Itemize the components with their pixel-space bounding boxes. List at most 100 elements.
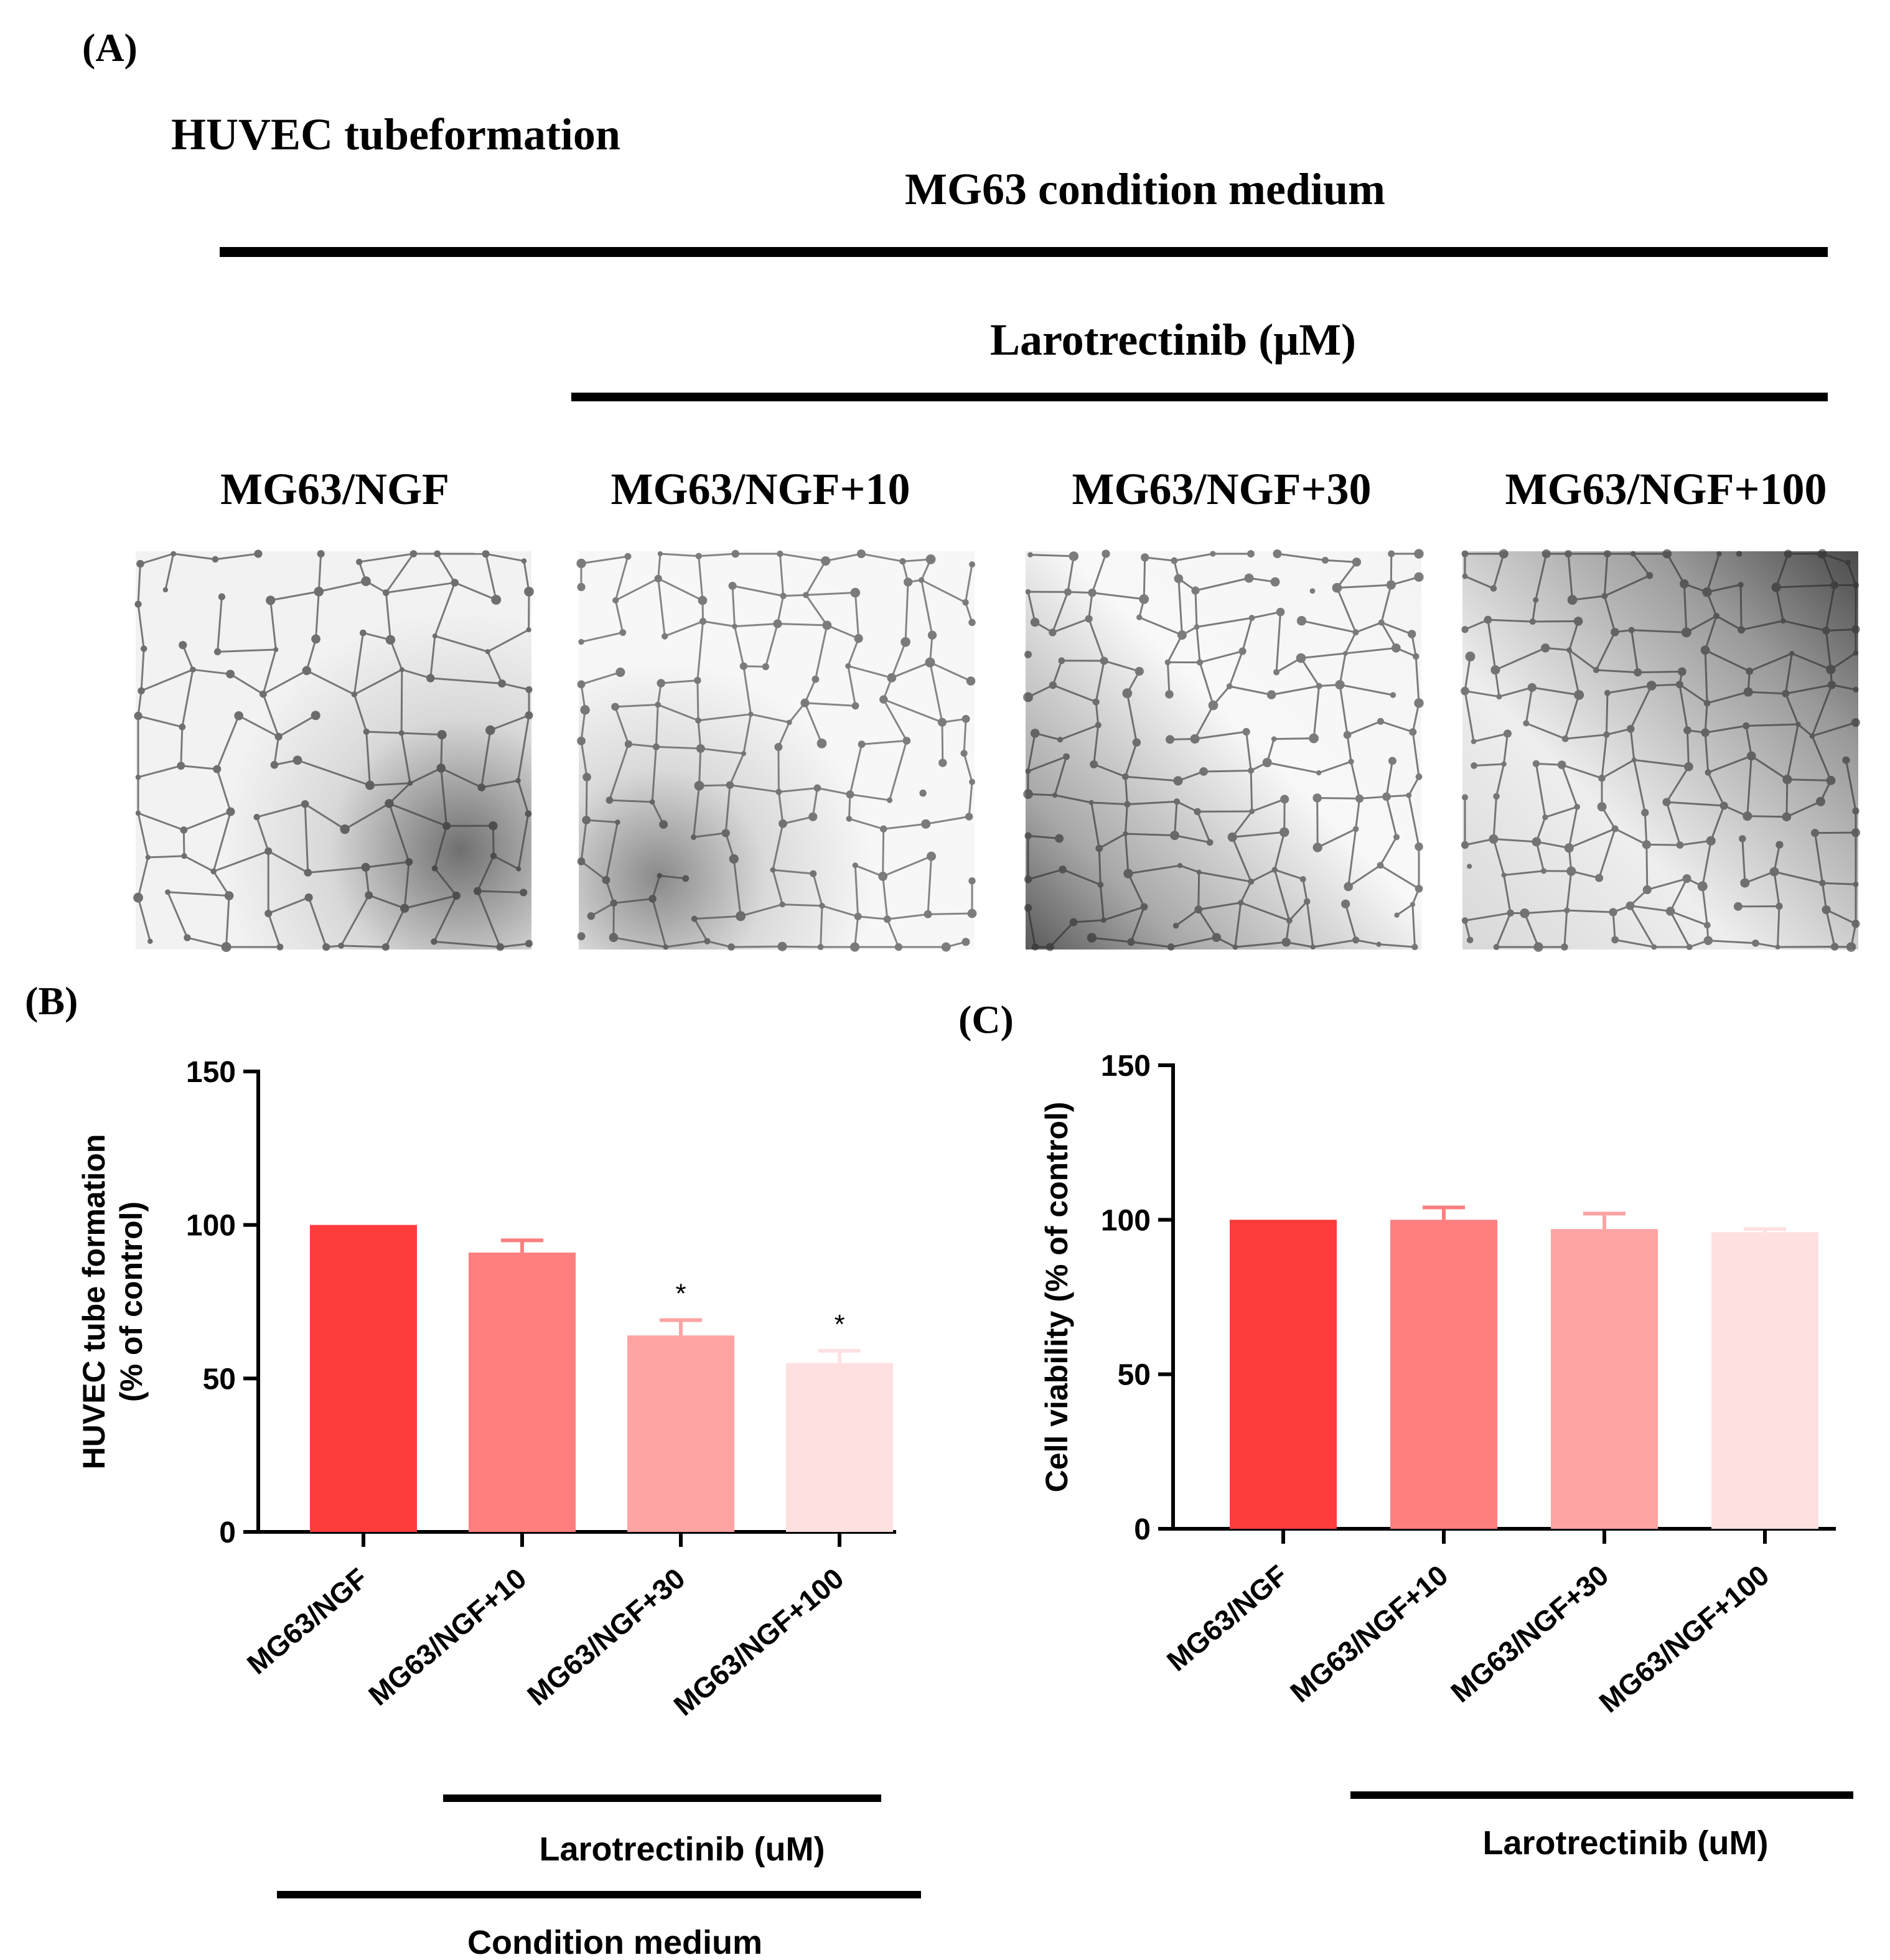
tube-segment xyxy=(1629,729,1635,760)
cell-cluster xyxy=(526,627,531,633)
cell-cluster xyxy=(846,816,853,822)
tube-segment xyxy=(1288,900,1308,922)
tube-segment xyxy=(1797,723,1813,737)
cell-cluster xyxy=(317,549,325,558)
cell-cluster xyxy=(442,821,451,830)
tube-segment xyxy=(1240,902,1290,922)
cell-cluster xyxy=(226,670,235,679)
cell-cluster xyxy=(1604,689,1611,696)
tube-segment xyxy=(318,580,367,593)
cell-cluster xyxy=(927,851,937,861)
tube-segment xyxy=(776,595,785,624)
tube-segment xyxy=(1093,725,1100,765)
tube-segment xyxy=(657,704,699,722)
tube-segment xyxy=(651,747,657,802)
cell-cluster xyxy=(1827,681,1836,689)
cell-cluster xyxy=(1540,868,1547,874)
cell-cluster xyxy=(858,740,866,749)
cell-cluster xyxy=(490,852,497,859)
cell-cluster xyxy=(515,778,521,783)
cell-cluster xyxy=(1312,842,1322,852)
tube-segment xyxy=(1175,908,1199,926)
cell-cluster xyxy=(741,751,746,757)
tube-segment xyxy=(1355,798,1361,829)
tube-segment xyxy=(1301,652,1346,660)
cell-cluster xyxy=(1123,831,1128,837)
tube-segment xyxy=(941,722,944,763)
cell-cluster xyxy=(1631,757,1637,763)
tube-segment xyxy=(481,780,518,788)
image-label-3: MG63/NGF+30 xyxy=(1072,464,1372,514)
tube-segment xyxy=(1629,905,1655,948)
tube-segment xyxy=(1199,650,1243,664)
tube-segment xyxy=(1030,554,1074,558)
cell-cluster xyxy=(1332,582,1342,593)
tube-segment xyxy=(1196,617,1252,628)
cell-cluster xyxy=(431,938,437,945)
cell-cluster xyxy=(136,559,144,568)
cell-cluster xyxy=(1064,588,1072,596)
tube-segment xyxy=(848,794,851,819)
cell-cluster xyxy=(691,915,698,922)
cell-cluster xyxy=(1662,549,1672,559)
cell-cluster xyxy=(434,550,441,558)
cell-cluster xyxy=(134,711,143,721)
bar xyxy=(1711,1232,1818,1529)
tube-segment xyxy=(1564,694,1580,739)
tube-segment xyxy=(729,753,745,786)
tube-segment xyxy=(1502,733,1509,765)
tube-segment xyxy=(1706,691,1749,704)
tube-segment xyxy=(1741,838,1746,884)
cell-cluster xyxy=(521,558,527,564)
cell-cluster xyxy=(1414,572,1424,582)
cell-cluster xyxy=(810,870,817,877)
tube-segment xyxy=(1339,684,1349,735)
cell-cluster xyxy=(1471,739,1477,744)
tube-segment xyxy=(1492,553,1505,589)
cell-cluster xyxy=(1775,902,1783,910)
tube-segment xyxy=(1179,864,1200,874)
cell-cluster xyxy=(577,932,586,941)
cell-cluster xyxy=(1852,807,1860,814)
tube-segment xyxy=(1344,903,1357,941)
tube-segment xyxy=(751,713,790,724)
tube-segment xyxy=(137,690,143,716)
tube-segment xyxy=(1495,763,1505,797)
tube-segment xyxy=(707,940,732,948)
cell-cluster xyxy=(582,816,591,824)
tube-segment xyxy=(138,765,182,778)
tube-segment xyxy=(1665,766,1690,803)
microscopy-image-4 xyxy=(1461,549,1861,952)
cell-cluster xyxy=(1394,912,1400,918)
tube-segment xyxy=(1775,587,1784,622)
tube-segment xyxy=(1683,584,1688,633)
tube-segment xyxy=(1532,620,1579,623)
panel-b-letter: (B) xyxy=(25,979,78,1023)
tube-segment xyxy=(1325,559,1357,563)
tube-segment xyxy=(731,586,736,627)
cell-cluster xyxy=(1355,794,1364,803)
tube-segment xyxy=(1027,834,1060,840)
cell-cluster xyxy=(775,788,782,795)
cell-cluster xyxy=(808,812,818,821)
tube-segment xyxy=(1347,829,1357,887)
cell-cluster xyxy=(1566,866,1576,876)
cell-cluster xyxy=(314,586,324,597)
cell-cluster xyxy=(732,623,737,629)
tube-segment xyxy=(1784,653,1793,694)
tube-segment xyxy=(1565,734,1607,740)
tube-segment xyxy=(1274,869,1304,880)
tube-segment xyxy=(1492,796,1498,839)
tube-segment xyxy=(1251,611,1281,619)
cell-cluster xyxy=(960,750,968,757)
tube-segment xyxy=(485,553,497,600)
tube-segment xyxy=(1067,556,1075,592)
cell-cluster xyxy=(1172,923,1179,929)
tube-segment xyxy=(1525,687,1533,724)
cell-cluster xyxy=(1244,573,1254,583)
tube-segment xyxy=(1679,683,1708,704)
cell-cluster xyxy=(1529,618,1536,625)
tube-segment xyxy=(167,891,230,897)
cell-cluster xyxy=(1493,793,1500,800)
tube-segment xyxy=(137,604,145,649)
